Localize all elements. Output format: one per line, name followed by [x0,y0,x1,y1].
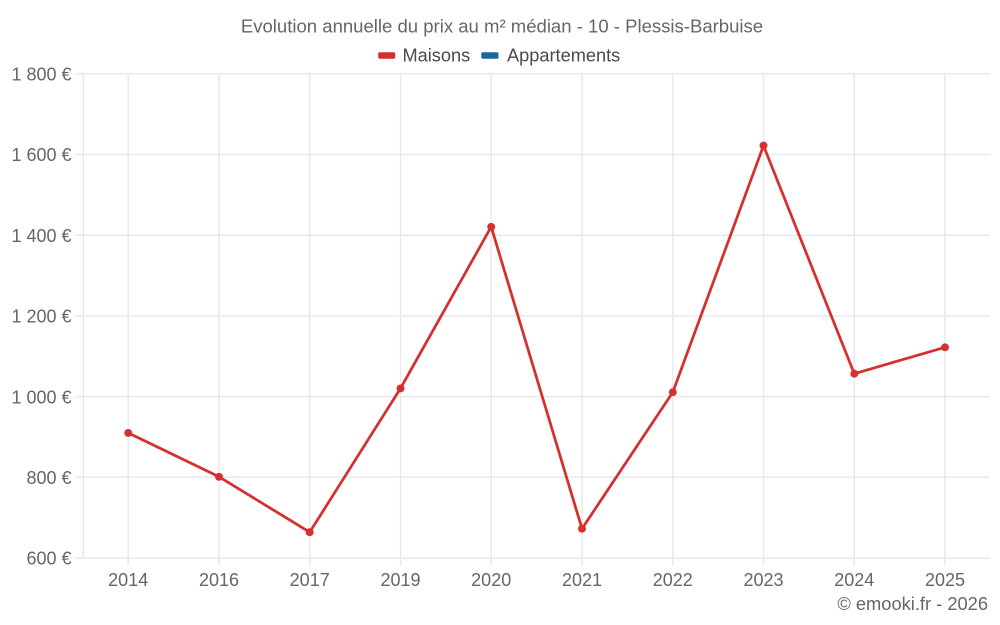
svg-text:© emooki.fr - 2026: © emooki.fr - 2026 [837,593,988,614]
svg-text:2017: 2017 [290,570,330,590]
svg-text:2024: 2024 [834,570,874,590]
svg-text:Maisons: Maisons [403,45,471,65]
svg-text:1 200 €: 1 200 € [11,307,71,327]
svg-text:2020: 2020 [471,570,511,590]
svg-text:600 €: 600 € [26,549,71,569]
svg-text:2021: 2021 [562,570,602,590]
svg-text:2023: 2023 [743,570,783,590]
svg-text:2014: 2014 [108,570,148,590]
svg-text:1 800 €: 1 800 € [11,65,71,85]
svg-text:1 600 €: 1 600 € [11,145,71,165]
svg-text:2022: 2022 [653,570,693,590]
svg-text:1 000 €: 1 000 € [11,387,71,407]
svg-text:Appartements: Appartements [507,45,620,65]
svg-text:Evolution annuelle du prix au: Evolution annuelle du prix au m² médian … [241,15,763,36]
svg-text:1 400 €: 1 400 € [11,226,71,246]
svg-text:800 €: 800 € [26,468,71,488]
svg-text:2019: 2019 [380,570,420,590]
svg-text:2016: 2016 [199,570,239,590]
svg-text:2025: 2025 [925,570,965,590]
